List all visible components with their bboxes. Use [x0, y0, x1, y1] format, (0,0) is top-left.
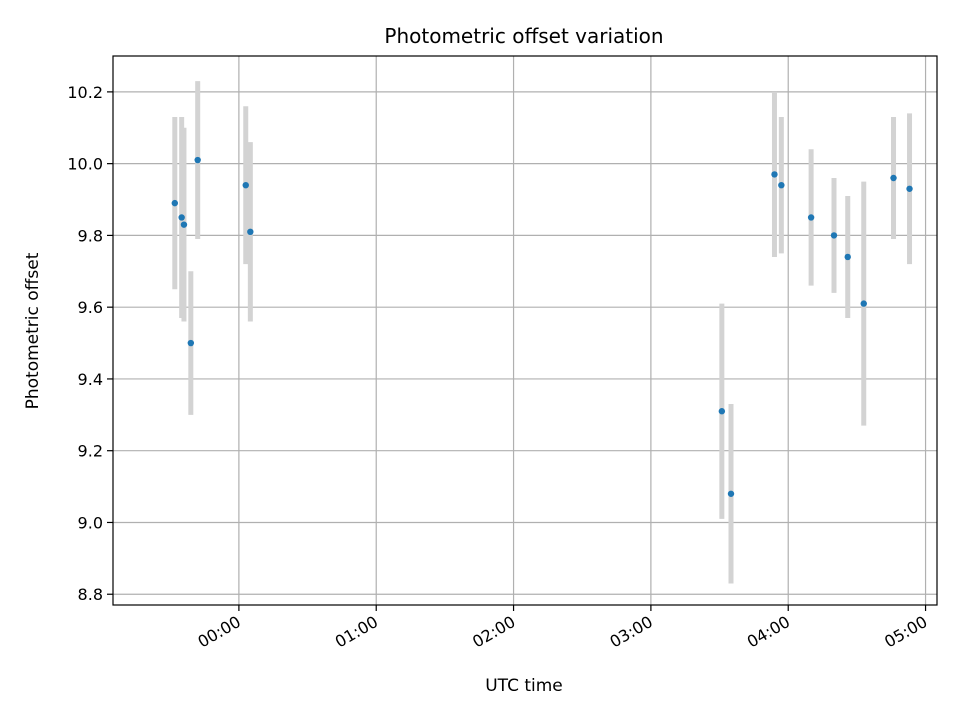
data-point [718, 408, 726, 415]
y-tick-label: 9.4 [78, 370, 103, 389]
data-point [180, 221, 188, 228]
y-axis-ticks: 8.8 9.0 9.2 9.4 9.6 9.8 10.0 10.2 [67, 83, 113, 604]
x-axis-label: UTC time [485, 676, 563, 696]
data-point [771, 171, 778, 178]
data-point [242, 181, 249, 189]
data-point [727, 490, 735, 497]
y-tick-label: 10.0 [67, 155, 103, 174]
y-tick-label: 9.2 [78, 442, 103, 461]
y-tick-label: 9.6 [78, 298, 103, 317]
y-axis-label: Photometric offset [23, 252, 43, 409]
chart-title: Photometric offset variation [384, 24, 663, 48]
data-point [187, 339, 195, 347]
data-point [778, 181, 785, 189]
data-points [171, 156, 913, 497]
y-tick-label: 9.8 [78, 226, 103, 245]
data-point [807, 214, 815, 221]
data-point [247, 228, 254, 236]
data-point [860, 300, 867, 307]
plot-frame [112, 55, 938, 606]
data-point [844, 253, 851, 261]
data-point [890, 174, 897, 182]
y-tick-label: 10.2 [67, 83, 103, 102]
y-tick-label: 8.8 [78, 585, 103, 604]
data-point [171, 199, 178, 207]
data-point [830, 232, 838, 239]
data-point [194, 156, 201, 164]
data-point [906, 185, 913, 192]
data-point [178, 214, 185, 221]
y-tick-label: 9.0 [78, 513, 103, 532]
